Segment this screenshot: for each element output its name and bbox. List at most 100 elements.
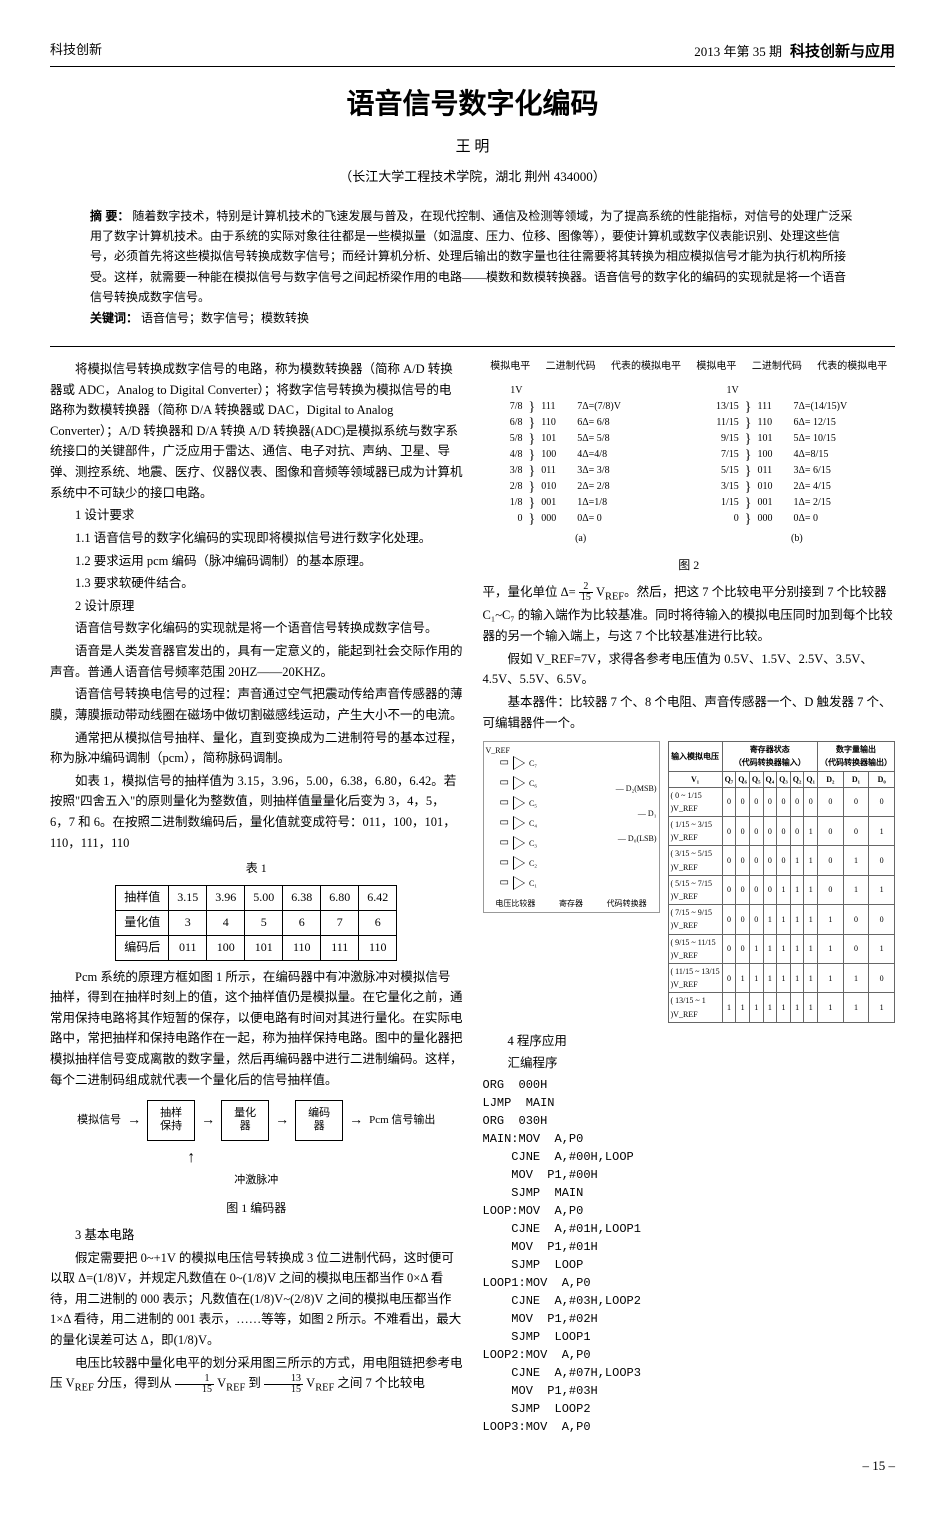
fig2-level-row: 7/8}1117Δ=(7/8)V [483,399,679,415]
keywords-text: 语音信号；数字信号；模数转换 [141,311,309,325]
comparator-row: ▭C₆ [500,772,538,794]
code-line: LOOP2:MOV A,P0 [483,1346,896,1364]
sec-1-3: 1.3 要求软硬件结合。 [50,573,463,594]
code-line: SJMP LOOP [483,1256,896,1274]
table-cell: 4 [207,910,245,935]
para-r1: 平，量化单位 Δ= 215 VREF。然后，把这 7 个比较电平分别接到 7 个… [483,582,896,647]
left-column: 将模拟信号转换成数字信号的电路，称为模数转换器（简称 A/D 转换器或 ADC，… [50,359,463,1436]
code-line: CJNE A,#01H,LOOP1 [483,1220,896,1238]
code-line: MOV P1,#01H [483,1238,896,1256]
abstract-text: 随着数字技术，特别是计算机技术的飞速发展与普及，在现代控制、通信及检测等领域，为… [90,209,852,305]
truth-row: ( 3/15 ~ 5/15 )V_REF0000011010 [668,846,895,875]
code-line: SJMP LOOP2 [483,1400,896,1418]
table-cell: 101 [245,935,283,960]
para-3: 语音是人类发音器官发出的，具有一定意义的，能起到社会交际作用的声音。普通人语音信… [50,641,463,682]
table-cell: 6.80 [321,886,359,911]
para-r2: 假如 V_REF=7V，求得各参考电压值为 0.5V、1.5V、2.5V、3.5… [483,649,896,690]
arrow-icon: → [201,1109,215,1132]
fig2-level-row: 11/15}1106Δ= 12/15 [699,415,895,431]
code-line: SJMP LOOP1 [483,1328,896,1346]
code-line: MOV P1,#03H [483,1382,896,1400]
truth-row: ( 5/15 ~ 7/15 )V_REF0000111011 [668,875,895,904]
table1-caption: 表 1 [50,859,463,879]
fig2-level-row: 7/15}1004Δ=8/15 [699,447,895,463]
fig1-input-label: 模拟信号 [77,1111,121,1129]
sec-1-2: 1.2 要求运用 pcm 编码（脉冲编码调制）的基本原理。 [50,551,463,572]
up-arrow-icon: ↑ [187,1145,195,1171]
para-5: 通常把从模拟信号抽样、量化，直到变换成为二进制符号的基本过程，称为脉冲编码调制（… [50,728,463,769]
fig2-level-row: 5/8}1015Δ= 5/8 [483,431,679,447]
fig2-header: 代表的模拟电平 [611,359,681,376]
table-cell: 110 [283,935,321,960]
table-cell: 100 [207,935,245,960]
para-6: 如表 1，模拟信号的抽样值为 3.15，3.96，5.00，6.38，6.80，… [50,771,463,854]
comparator-row: ▭C₅ [500,792,538,814]
comparator-row: ▭C₇ [500,752,538,774]
page-number: – 15 – [50,1456,895,1477]
table-cell: 量化值 [116,910,169,935]
para-2: 语音信号数字化编码的实现就是将一个语音信号转换成数字信号。 [50,618,463,639]
table-cell: 5.00 [245,886,283,911]
sec-4-sub: 汇编程序 [483,1053,896,1074]
para-r3: 基本器件：比较器 7 个、8 个电阻、声音传感器一个、D 触发器 7 个、可编辑… [483,692,896,733]
fig1-caption: 图 1 编码器 [50,1199,463,1219]
page-header: 科技创新 2013 年第 35 期 科技创新与应用 [50,40,895,67]
brace-icon: } [745,508,752,531]
divider [50,346,895,347]
fig2-level-row: 1/15}0011Δ= 2/15 [699,495,895,511]
code-line: LOOP:MOV A,P0 [483,1202,896,1220]
fig1-box-quant: 量化 器 [221,1100,269,1140]
comparator-row: ▭C₁ [500,872,538,894]
fig2-header: 代表的模拟电平 [817,359,887,376]
fig2-level-row: 13/15}1117Δ=(14/15)V [699,399,895,415]
table-cell: 6 [283,910,321,935]
table-cell: 抽样值 [116,886,169,911]
truth-head-group: 输入模拟电压 [668,742,722,771]
code-line: CJNE A,#03H,LOOP2 [483,1292,896,1310]
table-cell: 3.96 [207,886,245,911]
right-column: 模拟电平二进制代码代表的模拟电平模拟电平二进制代码代表的模拟电平 1V7/8}1… [483,359,896,1436]
article-affiliation: （长江大学工程技术学院，湖北 荆州 434000） [50,167,895,188]
fig2-level-row: 9/15}1015Δ= 10/15 [699,431,895,447]
code-line: LOOP3:MOV A,P0 [483,1418,896,1436]
sec-4: 4 程序应用 [483,1031,896,1052]
header-issue: 2013 年第 35 期 [694,42,782,63]
table-1: 抽样值3.153.965.006.386.806.42量化值345676编码后0… [115,885,397,960]
para-7: Pcm 系统的原理方框如图 1 所示，在编码器中有冲激脉冲对模拟信号抽样，得到在… [50,967,463,1091]
code-line: CJNE A,#07H,LOOP3 [483,1364,896,1382]
figure-2: 1V7/8}1117Δ=(7/8)V6/8}1106Δ= 6/85/8}1015… [483,383,896,548]
table-cell: 110 [359,935,397,960]
fig2-header: 二进制代码 [752,359,802,376]
sec-2: 2 设计原理 [50,596,463,617]
fig2-sublabel: (b) [699,531,895,548]
sec-3: 3 基本电路 [50,1225,463,1246]
truth-row: ( 9/15 ~ 11/15 )V_REF0011111101 [668,934,895,963]
article-title: 语音信号数字化编码 [50,82,895,127]
keywords-label: 关键词： [90,311,138,325]
fig1-pulse-label: 冲激脉冲 [234,1171,278,1189]
table-cell: 6 [359,910,397,935]
fig2-headers: 模拟电平二进制代码代表的模拟电平模拟电平二进制代码代表的模拟电平 [483,359,896,376]
fig2-caption: 图 2 [483,556,896,576]
fig2-level-row: 4/8}1004Δ=4/8 [483,447,679,463]
circuit-output: — D₀(LSB) [618,832,657,845]
comparator-row: ▭C₄ [500,812,538,834]
sec-1-1: 1.1 语音信号的数字化编码的实现即将模拟信号进行数字化处理。 [50,528,463,549]
figure-1: 模拟信号 → 抽样 保持 → 量化 器 → 编码 器 → Pcm 信号输出 ↑ … [50,1100,463,1189]
code-line: MOV P1,#02H [483,1310,896,1328]
code-line: ORG 000H [483,1076,896,1094]
comparator-row: ▭C₃ [500,832,538,854]
table-cell: 5 [245,910,283,935]
fig2-level-row: 3/15}0102Δ= 4/15 [699,479,895,495]
fig2-b: 1V13/15}1117Δ=(14/15)V11/15}1106Δ= 12/15… [699,383,895,548]
table-cell: 6.38 [283,886,321,911]
fig2-level-row: 1/8}0011Δ=1/8 [483,495,679,511]
abstract-block: 摘 要： 随着数字技术，特别是计算机技术的飞速发展与普及，在现代控制、通信及检测… [90,206,855,328]
circuit-diagram: V_REF▭C₇▭C₆▭C₅▭C₄▭C₃▭C₂▭C₁— D₂(MSB)— D₁—… [483,741,660,913]
truth-row: ( 7/15 ~ 9/15 )V_REF0001111100 [668,905,895,934]
arrow-icon: → [127,1109,141,1132]
table-cell: 111 [321,935,359,960]
truth-table: 输入模拟电压寄存器状态 （代码转换器输入）数字量输出 （代码转换器输出）V₁Q₇… [668,741,896,1023]
circuit-output: — D₁ [638,807,657,820]
fig2-level-row: 5/15}0113Δ= 6/15 [699,463,895,479]
